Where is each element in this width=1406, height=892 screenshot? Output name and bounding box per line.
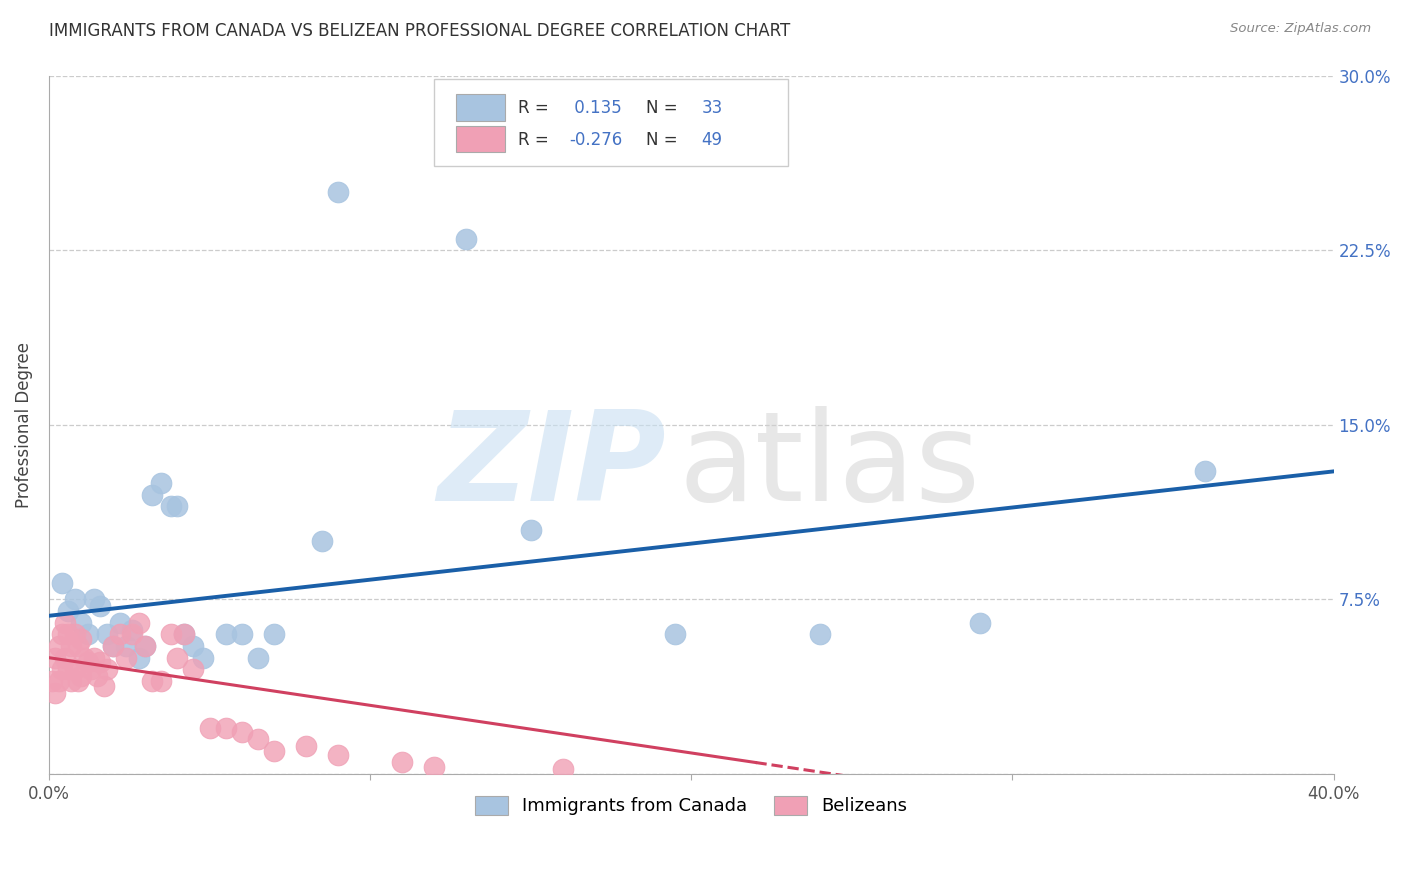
Point	[103, 639, 125, 653]
Point	[53, 615, 76, 630]
Point	[44, 685, 66, 699]
Point	[115, 639, 138, 653]
Point	[93, 679, 115, 693]
Text: R =: R =	[517, 131, 554, 149]
Point	[83, 650, 105, 665]
Point	[83, 592, 105, 607]
Text: -0.276: -0.276	[569, 131, 623, 149]
Point	[96, 662, 118, 676]
Point	[44, 650, 66, 665]
Point	[70, 632, 93, 646]
Point	[214, 627, 236, 641]
Point	[80, 662, 103, 676]
Point	[183, 639, 205, 653]
Point	[53, 650, 76, 665]
Point	[166, 650, 188, 665]
Point	[66, 639, 89, 653]
FancyBboxPatch shape	[434, 79, 787, 166]
Point	[246, 732, 269, 747]
Text: ZIP: ZIP	[437, 406, 665, 527]
Point	[89, 656, 111, 670]
Point	[48, 639, 70, 653]
Point	[63, 592, 86, 607]
Point	[326, 185, 349, 199]
Point	[108, 615, 131, 630]
Point	[63, 627, 86, 641]
Point	[121, 627, 143, 641]
Point	[183, 662, 205, 676]
Point	[134, 639, 156, 653]
Point	[128, 650, 150, 665]
Point	[58, 604, 80, 618]
Point	[108, 627, 131, 641]
Point	[551, 763, 574, 777]
Point	[263, 744, 285, 758]
Point	[89, 599, 111, 614]
Point	[60, 673, 83, 688]
Point	[48, 673, 70, 688]
Point	[150, 476, 173, 491]
Point	[214, 721, 236, 735]
Point	[664, 627, 686, 641]
Point	[76, 627, 98, 641]
Point	[246, 650, 269, 665]
Text: 33: 33	[702, 99, 723, 117]
Point	[41, 673, 63, 688]
Point	[70, 669, 93, 683]
Point	[76, 656, 98, 670]
Point	[295, 739, 318, 754]
Point	[70, 615, 93, 630]
Point	[969, 615, 991, 630]
Point	[231, 627, 253, 641]
Text: R =: R =	[517, 99, 554, 117]
Text: IMMIGRANTS FROM CANADA VS BELIZEAN PROFESSIONAL DEGREE CORRELATION CHART: IMMIGRANTS FROM CANADA VS BELIZEAN PROFE…	[49, 22, 790, 40]
Point	[160, 627, 183, 641]
Text: atlas: atlas	[679, 406, 980, 527]
Point	[141, 488, 163, 502]
Point	[134, 639, 156, 653]
Point	[66, 673, 89, 688]
Point	[60, 639, 83, 653]
Point	[63, 662, 86, 676]
Point	[391, 756, 413, 770]
Point	[51, 662, 73, 676]
Point	[263, 627, 285, 641]
Text: N =: N =	[647, 99, 683, 117]
Point	[160, 500, 183, 514]
Point	[51, 576, 73, 591]
Point	[198, 721, 221, 735]
FancyBboxPatch shape	[456, 126, 505, 153]
Point	[150, 673, 173, 688]
Point	[231, 725, 253, 739]
Point	[326, 748, 349, 763]
Point	[128, 615, 150, 630]
Point	[1194, 464, 1216, 478]
Point	[456, 231, 478, 245]
Point	[115, 650, 138, 665]
Point	[58, 627, 80, 641]
Point	[166, 500, 188, 514]
Point	[423, 760, 446, 774]
Point	[808, 627, 831, 641]
Text: N =: N =	[647, 131, 683, 149]
Y-axis label: Professional Degree: Professional Degree	[15, 342, 32, 508]
Point	[73, 650, 96, 665]
FancyBboxPatch shape	[456, 95, 505, 121]
Point	[311, 534, 333, 549]
Legend: Immigrants from Canada, Belizeans: Immigrants from Canada, Belizeans	[467, 787, 917, 824]
Point	[141, 673, 163, 688]
Text: 0.135: 0.135	[569, 99, 621, 117]
Point	[58, 662, 80, 676]
Text: 49: 49	[702, 131, 723, 149]
Point	[96, 627, 118, 641]
Point	[191, 650, 214, 665]
Point	[173, 627, 195, 641]
Point	[121, 623, 143, 637]
Point	[519, 523, 541, 537]
Text: Source: ZipAtlas.com: Source: ZipAtlas.com	[1230, 22, 1371, 36]
Point	[103, 639, 125, 653]
Point	[173, 627, 195, 641]
Point	[51, 627, 73, 641]
Point	[86, 669, 108, 683]
